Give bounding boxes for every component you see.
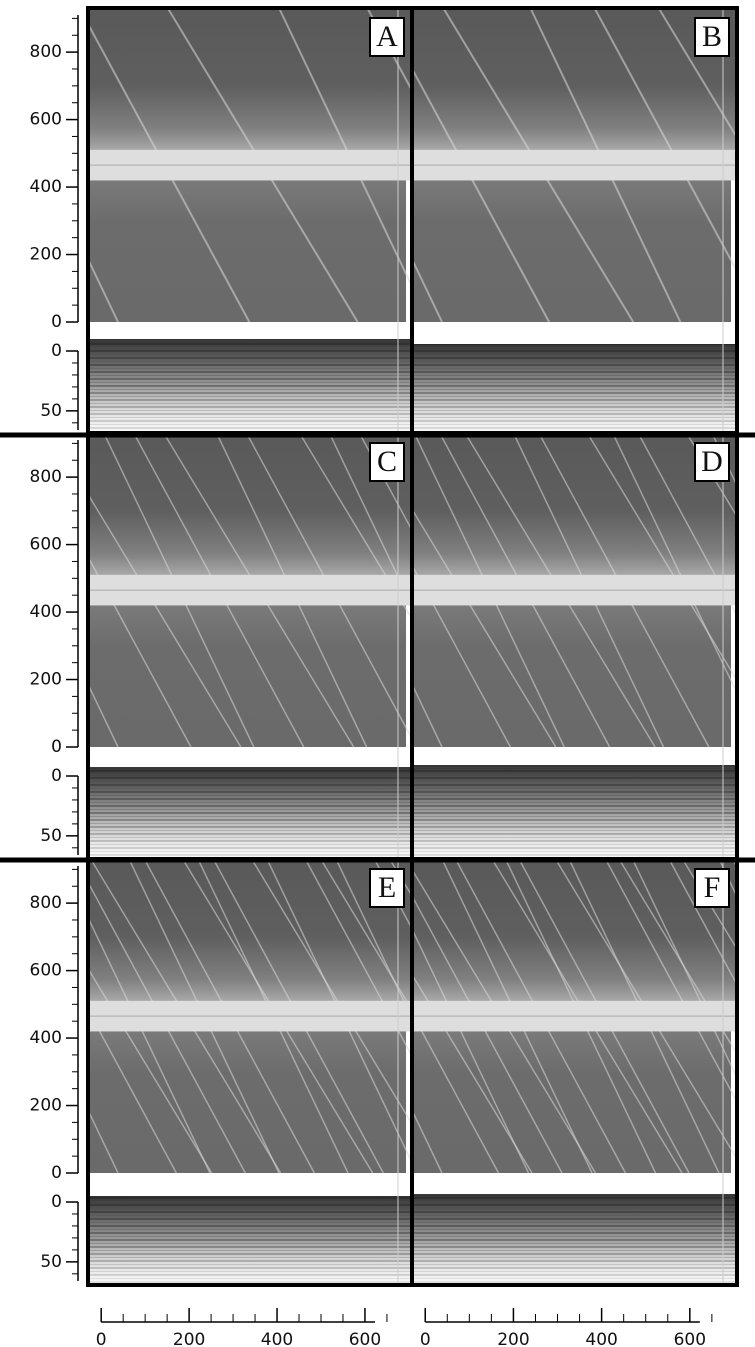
y-tick-label: 0 (51, 1163, 62, 1183)
x-tick-label: 600 (349, 1330, 381, 1347)
water-column (88, 8, 412, 150)
label-box (694, 442, 730, 482)
sonar-image (412, 433, 737, 860)
mid-image (90, 180, 406, 322)
streak (88, 256, 119, 323)
x-tick-label: 400 (261, 1330, 293, 1347)
panel-label: D (701, 445, 723, 478)
y-tick-label: 600 (30, 535, 62, 555)
y-tick-label: 400 (30, 1028, 62, 1048)
sediment-fade (412, 765, 737, 860)
label-box (369, 17, 405, 57)
y-tick-label: 0 (51, 341, 62, 361)
mid-image (90, 605, 406, 747)
x-tick-label: 200 (173, 1330, 205, 1347)
streak (320, 859, 412, 1012)
y-tick-label: 50 (40, 401, 62, 421)
mid-image (414, 1031, 731, 1173)
streak (366, 8, 412, 93)
panel: E (86, 857, 414, 1287)
label-box (369, 442, 405, 482)
streak (412, 682, 443, 748)
streak (681, 859, 737, 951)
streak (657, 8, 737, 140)
streak (412, 256, 443, 323)
panel-label: C (377, 445, 397, 478)
sediment-fade (412, 344, 737, 435)
streak (685, 433, 737, 518)
sediment-fade (88, 767, 412, 860)
y-tick-label: 400 (30, 602, 62, 622)
streak (373, 859, 412, 931)
x-tick-label: 600 (674, 1330, 706, 1347)
panel: B (410, 6, 755, 437)
sonar-image (412, 859, 755, 1285)
panel-label: F (704, 871, 721, 904)
label-box (694, 868, 730, 908)
x-tick-label: 0 (96, 1330, 107, 1347)
water-column (88, 859, 412, 1001)
sediment-fade (412, 1194, 737, 1285)
y-tick-label: 200 (30, 1096, 62, 1116)
water-column (412, 8, 737, 150)
sonar-image (412, 8, 755, 435)
panel: F (410, 857, 755, 1287)
x-tick-label: 200 (497, 1330, 529, 1347)
y-tick-label: 200 (30, 245, 62, 265)
y-tick-label: 0 (51, 766, 62, 786)
y-tick-label: 50 (40, 826, 62, 846)
y-tick-label: 800 (30, 467, 62, 487)
mid-image (414, 180, 731, 322)
panel-label: A (376, 20, 398, 53)
y-tick-label: 400 (30, 177, 62, 197)
streak (88, 1108, 119, 1174)
sonar-image (88, 8, 412, 435)
panel: A (86, 6, 414, 437)
sonar-image (88, 433, 412, 860)
mid-image (414, 605, 731, 747)
water-column (412, 433, 737, 575)
streak (88, 682, 119, 748)
panel: D (410, 431, 739, 862)
sediment-fade (88, 339, 412, 435)
streak (412, 1108, 443, 1174)
y-tick-label: 800 (30, 42, 62, 62)
sonar-image (88, 859, 412, 1285)
sediment-fade (88, 1196, 412, 1285)
x-tick-label: 0 (420, 1330, 431, 1347)
water-column (412, 859, 737, 1001)
x-tick-label: 400 (585, 1330, 617, 1347)
y-tick-label: 600 (30, 110, 62, 130)
y-tick-label: 600 (30, 961, 62, 981)
panel-label: B (702, 20, 722, 53)
streak (746, 8, 755, 322)
label-box (694, 17, 730, 57)
streak (746, 859, 755, 1173)
streak (668, 859, 737, 987)
mid-image (90, 1031, 406, 1173)
y-tick-label: 0 (51, 312, 62, 332)
panel-label: E (378, 871, 396, 904)
y-tick-label: 200 (30, 670, 62, 690)
streak (358, 433, 412, 532)
y-tick-label: 800 (30, 893, 62, 913)
y-tick-label: 0 (51, 737, 62, 757)
y-tick-label: 0 (51, 1192, 62, 1212)
panel: C (86, 431, 414, 862)
y-tick-label: 50 (40, 1252, 62, 1272)
label-box (369, 868, 405, 908)
